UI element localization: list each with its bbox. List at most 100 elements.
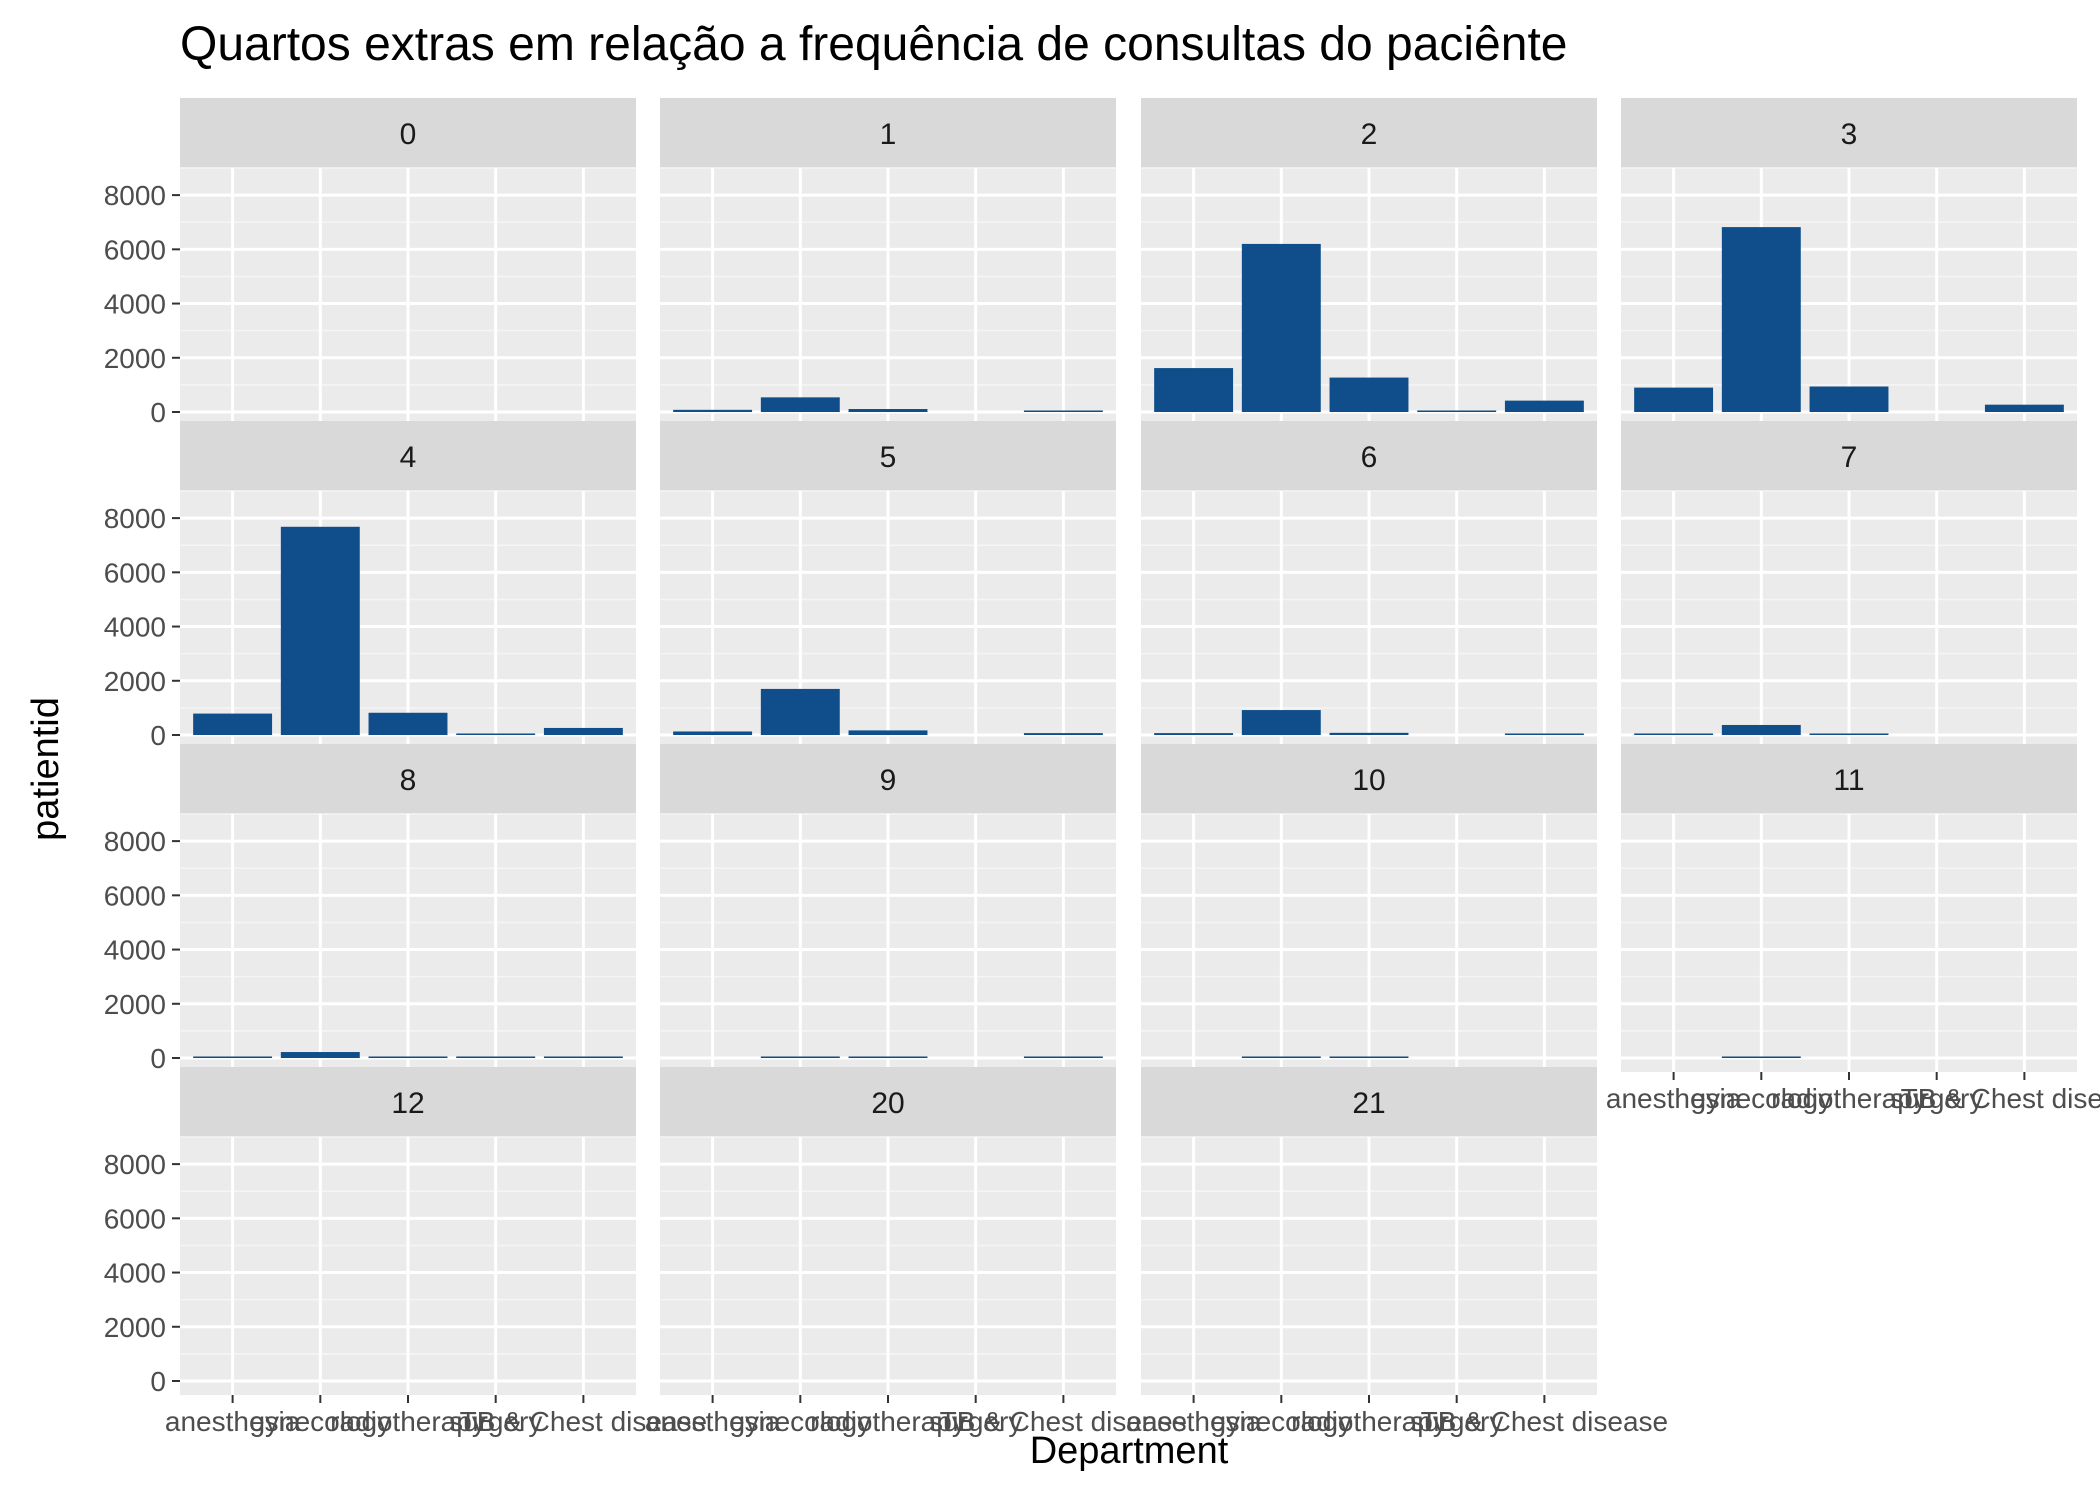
- y-tick-label: 0: [150, 1043, 166, 1074]
- x-tick-label: radiotherapy: [1291, 1406, 1447, 1437]
- x-tick-label: surgery: [1890, 1083, 1983, 1114]
- facet-strip: [180, 744, 636, 814]
- facet-2: 2: [1141, 98, 1597, 426]
- facet-strip: [1141, 1067, 1597, 1137]
- bar-anesthesia: [1154, 733, 1234, 735]
- bar-radiotherapy: [368, 712, 448, 735]
- facet-12: 12 0 2000 4000 6000 8000 anesthesiagynecologyr…: [104, 1067, 707, 1437]
- y-tick-label: 8000: [104, 826, 166, 857]
- bar-gynecology: [760, 1056, 840, 1058]
- bar-gynecology: [760, 397, 840, 412]
- x-tick-label: gynecology: [729, 1406, 871, 1437]
- bar-surgery: [456, 1056, 536, 1058]
- facet-strip: [180, 1067, 636, 1137]
- facet-7: 7: [1621, 421, 2077, 749]
- bar-radiotherapy: [1809, 386, 1889, 412]
- facet-strip: [1141, 98, 1597, 168]
- facet-strip: [660, 744, 1116, 814]
- bar-gynecology: [760, 688, 840, 735]
- bar-tb-chest-disease: [543, 727, 623, 735]
- facet-strip-label: 1: [880, 118, 897, 151]
- y-axis-title: patientid: [25, 697, 67, 841]
- facet-strip-label: 9: [880, 764, 897, 797]
- facet-4: 4 0 2000 4000 6000 8000: [104, 421, 636, 751]
- bar-radiotherapy: [1329, 377, 1409, 412]
- y-tick-label: 2000: [104, 666, 166, 697]
- y-tick-label: 0: [150, 720, 166, 751]
- facet-strip-label: 5: [880, 441, 897, 474]
- x-tick-label: radiotherapy: [810, 1406, 966, 1437]
- facet-20: 20 anesthesiagynecologyradiotherapysurger…: [645, 1067, 1187, 1437]
- facet-strip: [1621, 421, 2077, 491]
- facet-strip-label: 11: [1833, 764, 1864, 797]
- y-tick-label: 0: [150, 397, 166, 428]
- facet-strip: [1621, 744, 2077, 814]
- facet-strip: [660, 421, 1116, 491]
- facet-strip-label: 3: [1841, 118, 1858, 151]
- bar-gynecology: [1721, 1056, 1801, 1058]
- bar-anesthesia: [193, 713, 273, 735]
- bar-gynecology: [280, 526, 360, 735]
- y-tick-label: 6000: [104, 1203, 166, 1234]
- bar-anesthesia: [193, 1056, 273, 1058]
- x-tick-label: TB & Chest disease: [1901, 1083, 2100, 1114]
- facet-strip: [180, 421, 636, 491]
- y-tick-label: 0: [150, 1366, 166, 1397]
- y-tick-label: 4000: [104, 289, 166, 320]
- bar-radiotherapy: [848, 730, 928, 735]
- bar-gynecology: [1241, 1056, 1321, 1058]
- facet-strip-label: 6: [1361, 441, 1378, 474]
- bar-gynecology: [1241, 243, 1321, 412]
- bar-anesthesia: [1634, 733, 1714, 735]
- facet-3: 3: [1621, 98, 2077, 426]
- x-tick-label: radiotherapy: [1771, 1083, 1927, 1114]
- facet-9: 9: [660, 744, 1116, 1072]
- facet-strip-label: 10: [1352, 764, 1385, 797]
- bar-tb-chest-disease: [1023, 410, 1103, 412]
- y-tick-label: 6000: [104, 557, 166, 588]
- x-tick-label: TB & Chest disease: [940, 1406, 1187, 1437]
- bar-tb-chest-disease: [1504, 733, 1584, 735]
- y-tick-label: 4000: [104, 612, 166, 643]
- x-tick-label: surgery: [1410, 1406, 1503, 1437]
- facet-strip: [180, 98, 636, 168]
- facet-11: 11 anesthesiagynecologyradiotherapysurger…: [1606, 744, 2100, 1114]
- facet-21: 21 anesthesiagynecologyradiotherapysurger…: [1126, 1067, 1668, 1437]
- facet-strip-label: 21: [1352, 1087, 1385, 1120]
- bar-anesthesia: [1154, 368, 1234, 412]
- x-tick-label: TB & Chest disease: [460, 1406, 707, 1437]
- bar-radiotherapy: [1809, 733, 1889, 735]
- bar-gynecology: [1721, 227, 1801, 412]
- facet-strip: [1621, 98, 2077, 168]
- x-tick-label: anesthesia: [1126, 1406, 1262, 1437]
- x-tick-label: gynecology: [249, 1406, 391, 1437]
- x-tick-label: anesthesia: [165, 1406, 301, 1437]
- facet-strip-label: 7: [1841, 441, 1858, 474]
- y-tick-label: 2000: [104, 989, 166, 1020]
- bar-tb-chest-disease: [1504, 400, 1584, 412]
- x-tick-label: anesthesia: [1606, 1083, 1742, 1114]
- bar-radiotherapy: [1329, 1056, 1409, 1058]
- bar-tb-chest-disease: [543, 1056, 623, 1058]
- y-tick-label: 4000: [104, 935, 166, 966]
- bar-gynecology: [1241, 710, 1321, 735]
- facet-0: 0 0 2000 4000 6000 8000: [104, 98, 636, 428]
- bar-gynecology: [1721, 724, 1801, 735]
- facet-1: 1: [660, 98, 1116, 426]
- y-tick-label: 8000: [104, 180, 166, 211]
- chart-title: Quartos extras em relação a frequência d…: [180, 18, 1567, 71]
- y-tick-label: 2000: [104, 1312, 166, 1343]
- facet-strip: [660, 98, 1116, 168]
- facet-strip-label: 4: [400, 441, 417, 474]
- facet-strip-label: 20: [871, 1087, 904, 1120]
- x-tick-label: surgery: [449, 1406, 542, 1437]
- x-tick-label: gynecology: [1210, 1406, 1352, 1437]
- bar-anesthesia: [673, 409, 753, 412]
- facet-strip-label: 12: [391, 1087, 424, 1120]
- bar-radiotherapy: [848, 409, 928, 412]
- facet-5: 5: [660, 421, 1116, 749]
- x-tick-label: anesthesia: [645, 1406, 781, 1437]
- bar-gynecology: [280, 1052, 360, 1058]
